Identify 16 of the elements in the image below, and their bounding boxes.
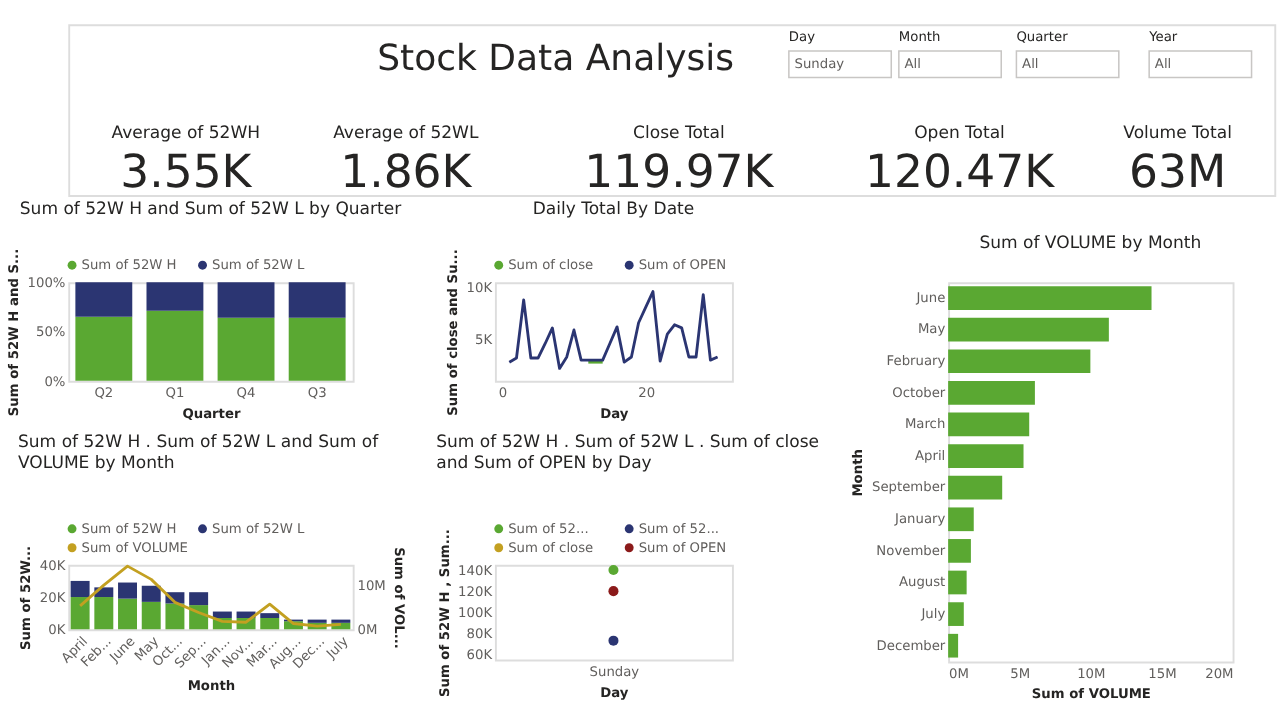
chart-title: Sum of 52W H and Sum of 52W L by Quarter bbox=[19, 199, 403, 220]
text: 63M bbox=[1129, 147, 1227, 200]
chart-title: Sum of VOLUME by Month bbox=[979, 234, 1202, 255]
text: Close Total bbox=[633, 124, 725, 145]
text: 119.97K bbox=[584, 147, 776, 200]
chart-title: Daily Total By Date bbox=[532, 200, 695, 221]
chart-title: Sum of 52W H . Sum of 52W L . Sum of close and Sum of OPEN by Day bbox=[436, 433, 820, 475]
chart-title: Sum of 52W H . Sum of 52W L and Sum of VOLUME by Month bbox=[18, 433, 381, 475]
text: Open Total bbox=[914, 124, 1005, 145]
text: 120.47K bbox=[864, 147, 1057, 200]
text: 1.86K bbox=[340, 147, 474, 200]
text: Average of 52WL bbox=[333, 124, 479, 145]
text: 3.55K bbox=[120, 147, 254, 200]
text: Stock Data Analysis bbox=[377, 37, 735, 80]
text: Average of 52WH bbox=[111, 124, 261, 145]
text: Volume Total bbox=[1123, 124, 1232, 145]
